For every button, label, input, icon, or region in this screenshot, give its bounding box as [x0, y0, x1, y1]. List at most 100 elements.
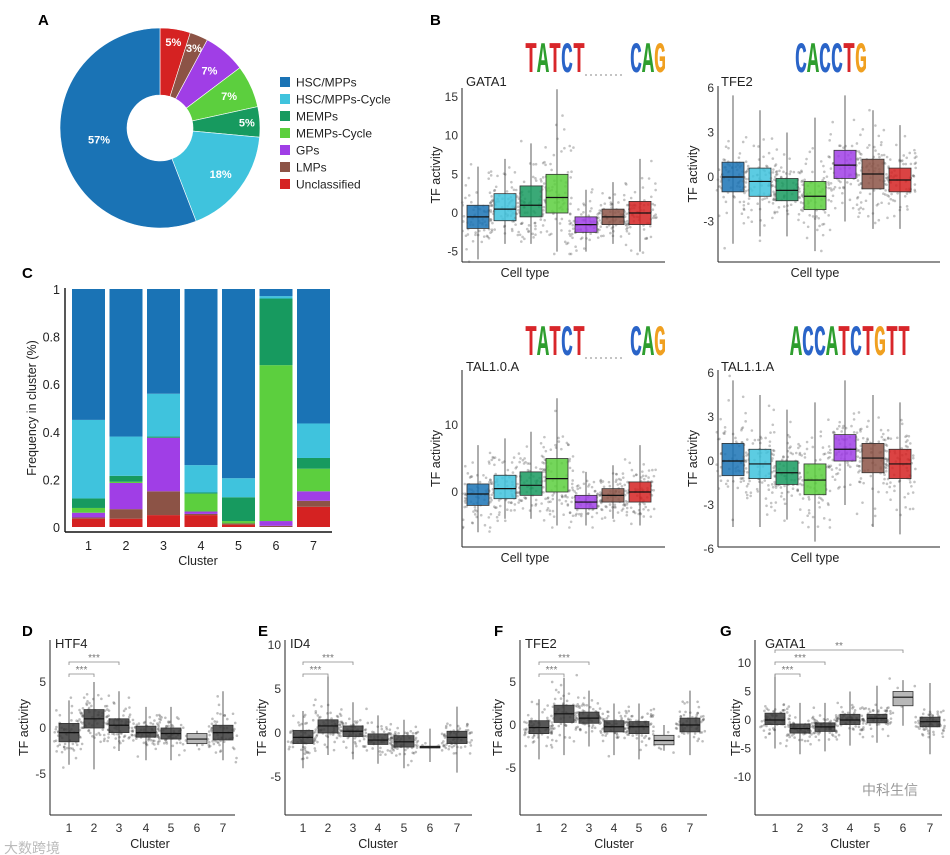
- y-axis-label: TF activity: [429, 429, 443, 487]
- data-point: [516, 482, 519, 486]
- data-point: [857, 173, 861, 177]
- data-point: [55, 725, 58, 729]
- data-point: [927, 713, 930, 716]
- data-point: [603, 202, 607, 205]
- data-point: [523, 237, 526, 241]
- data-point: [81, 714, 85, 718]
- data-point: [390, 740, 394, 744]
- legend-swatch: [280, 162, 290, 172]
- data-point: [517, 208, 520, 212]
- data-point: [463, 745, 467, 748]
- data-point: [682, 713, 686, 717]
- panel-label-e: E: [258, 623, 268, 640]
- data-point: [782, 205, 786, 208]
- data-point: [546, 716, 549, 720]
- data-point: [868, 192, 872, 196]
- data-point: [335, 736, 339, 740]
- box-1: [759, 674, 792, 749]
- data-point: [675, 722, 679, 726]
- data-point: [568, 144, 572, 148]
- data-point: [942, 718, 946, 722]
- data-point: [121, 739, 125, 743]
- box-2: [784, 702, 816, 755]
- data-point: [595, 495, 599, 499]
- data-point: [856, 455, 860, 458]
- data-point: [119, 741, 122, 745]
- data-point: [882, 438, 886, 441]
- data-point: [651, 208, 655, 212]
- data-point: [780, 491, 784, 495]
- legend-label: GPs: [296, 144, 319, 158]
- data-point: [302, 715, 306, 718]
- data-point: [852, 418, 856, 421]
- data-point: [312, 703, 316, 707]
- motif-sequence: CACCTG: [795, 37, 867, 86]
- data-point: [884, 710, 888, 713]
- data-point: [639, 748, 642, 752]
- data-point: [790, 734, 794, 737]
- data-point: [904, 435, 907, 439]
- data-point: [308, 751, 311, 755]
- data-point: [517, 501, 520, 504]
- data-point: [515, 465, 518, 469]
- data-point: [597, 216, 600, 219]
- data-point: [767, 151, 771, 155]
- data-point: [726, 485, 730, 488]
- box-3: [770, 408, 805, 522]
- data-point: [889, 709, 892, 713]
- data-point: [788, 435, 791, 439]
- y-axis-label: TF activity: [429, 146, 443, 204]
- data-point: [744, 467, 748, 470]
- data-point: [851, 727, 855, 730]
- data-point: [642, 463, 646, 466]
- data-point: [651, 468, 654, 472]
- data-point: [600, 508, 604, 512]
- data-point: [626, 222, 629, 226]
- data-point: [82, 696, 86, 699]
- data-point: [742, 208, 746, 212]
- data-point: [442, 743, 446, 747]
- x-tick-label: 5: [168, 821, 175, 835]
- data-point: [741, 395, 745, 399]
- data-point: [440, 732, 444, 736]
- data-point: [164, 716, 167, 720]
- data-point: [768, 444, 771, 448]
- data-point: [869, 727, 873, 731]
- data-point: [742, 207, 746, 211]
- data-point: [590, 485, 594, 489]
- box-iqr: [545, 173, 569, 214]
- data-point: [728, 374, 731, 378]
- box-7: [206, 691, 239, 764]
- data-point: [797, 442, 800, 446]
- data-point: [463, 499, 467, 503]
- data-point: [644, 743, 648, 747]
- data-point: [805, 447, 809, 451]
- data-point: [314, 698, 317, 702]
- data-point: [885, 482, 889, 486]
- y-tick-label: 0: [53, 521, 60, 535]
- data-point: [805, 157, 808, 161]
- data-point: [596, 230, 600, 234]
- data-point: [208, 733, 211, 737]
- data-point: [151, 722, 155, 726]
- data-point: [544, 146, 547, 149]
- x-tick-label: 3: [116, 821, 123, 835]
- x-tick-label: 2: [91, 821, 98, 835]
- data-point: [313, 747, 317, 750]
- data-point: [822, 717, 826, 721]
- data-point: [493, 463, 496, 467]
- data-point: [571, 479, 574, 482]
- data-point: [80, 711, 83, 715]
- data-point: [717, 487, 721, 490]
- data-point: [859, 201, 863, 204]
- data-point: [614, 480, 618, 484]
- data-point: [490, 482, 494, 486]
- data-point: [884, 465, 887, 469]
- data-point: [696, 739, 699, 743]
- data-point: [177, 753, 181, 757]
- data-point: [624, 709, 628, 713]
- data-point: [742, 443, 746, 447]
- data-point: [773, 211, 777, 215]
- data-point: [903, 495, 907, 499]
- x-tick-label: 4: [198, 539, 205, 553]
